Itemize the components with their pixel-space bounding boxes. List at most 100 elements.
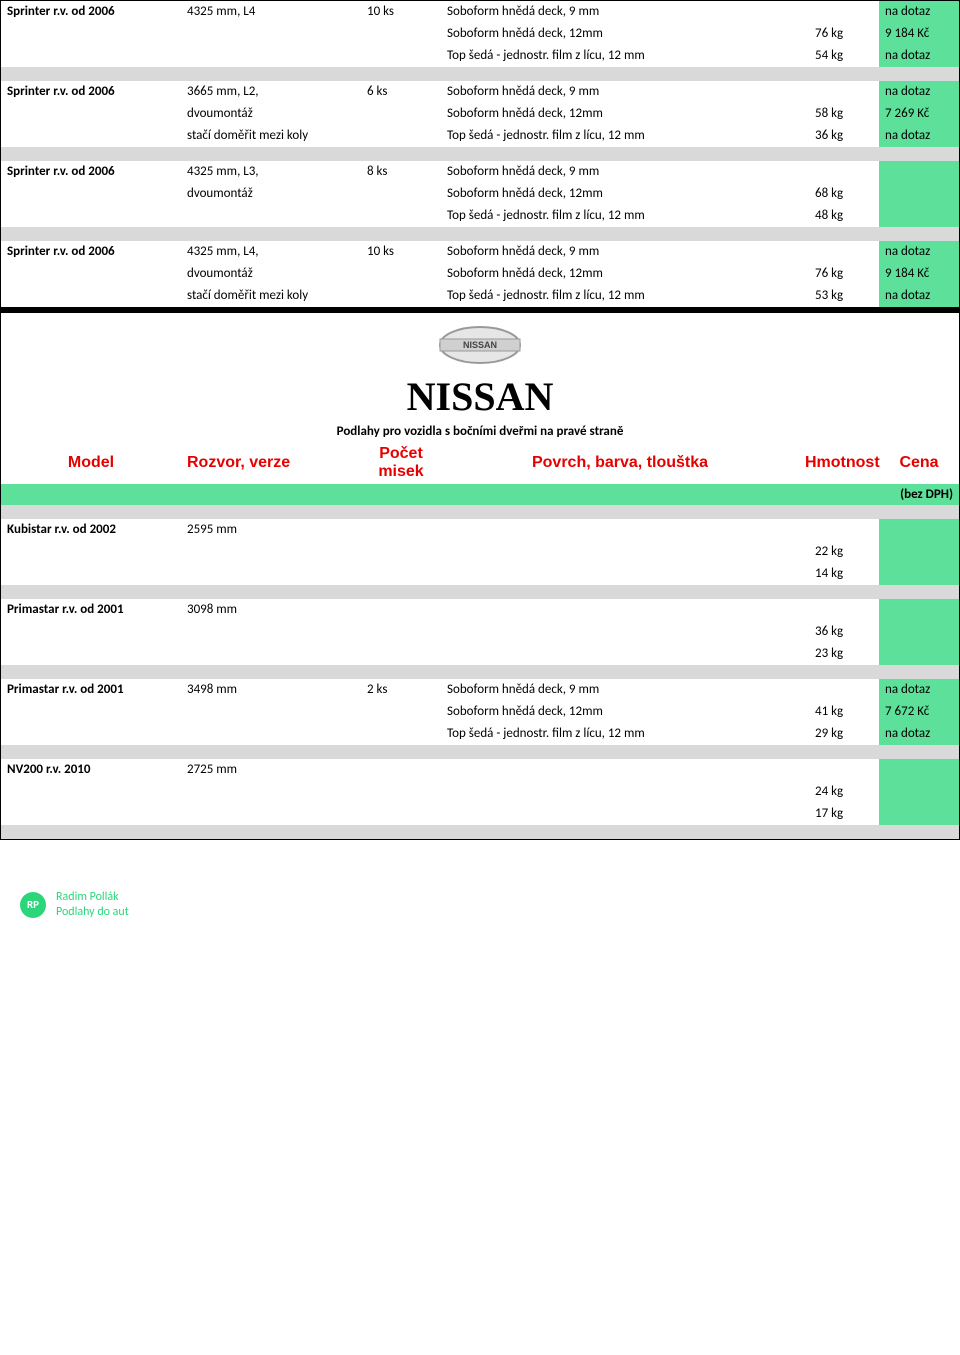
dvoum-cell: [181, 541, 361, 563]
section-table: Primastar r.v. od 20013098 mm36 kg23 kg: [1, 599, 959, 665]
footer-line2: Podlahy do aut: [56, 905, 129, 919]
desc-cell: Soboform hnědá deck, 9 mm: [441, 241, 809, 263]
hdr-pocet1: Počet: [379, 445, 423, 462]
desc-cell: [441, 643, 809, 665]
dvoum-cell: dvoumontáž: [181, 103, 361, 125]
staci-cell: [181, 563, 441, 585]
desc-cell: Soboform hnědá deck, 12mm: [441, 23, 809, 45]
divider-gray: [1, 585, 959, 599]
model-cell: Sprinter r.v. od 2006: [1, 161, 181, 183]
desc-cell: Top šedá - jednostr. film z lícu, 12 mm: [441, 205, 809, 227]
wt-cell: 23 kg: [809, 643, 879, 665]
price-cell: na dotaz: [879, 45, 959, 67]
divider-gray: [1, 67, 959, 81]
wt-cell: 36 kg: [809, 125, 879, 147]
wt-cell: 41 kg: [809, 701, 879, 723]
desc-cell: Soboform hnědá deck, 12mm: [441, 103, 809, 125]
wt-cell: 48 kg: [809, 205, 879, 227]
version-cell: 4325 mm, L3,: [181, 161, 361, 183]
divider-gray: [1, 227, 959, 241]
price-cell: [879, 759, 959, 781]
wt-cell: 14 kg: [809, 563, 879, 585]
wt-cell: 58 kg: [809, 103, 879, 125]
wt-cell: 53 kg: [809, 285, 879, 307]
desc-cell: [441, 781, 809, 803]
hdr-pocet: Počet misek: [361, 441, 441, 484]
section-table: Kubistar r.v. od 20022595 mm22 kg14 kg: [1, 519, 959, 585]
svg-text:NISSAN: NISSAN: [463, 340, 497, 350]
qty-cell: [361, 519, 441, 541]
footer-text: Radim Pollák Podlahy do aut: [56, 890, 129, 919]
price-cell: [879, 621, 959, 643]
divider-gray: [1, 745, 959, 759]
qty-cell: [361, 759, 441, 781]
wt-cell: [809, 679, 879, 701]
price-cell: [879, 803, 959, 825]
desc-cell: [441, 759, 809, 781]
qty-cell: 10 ks: [361, 241, 441, 263]
price-cell: 9 184 Kč: [879, 263, 959, 285]
staci-cell: [181, 803, 441, 825]
version-cell: 3498 mm: [181, 679, 361, 701]
desc-cell: [441, 621, 809, 643]
section-table: Sprinter r.v. od 20064325 mm, L410 ksSob…: [1, 1, 959, 67]
qty-cell: 8 ks: [361, 161, 441, 183]
dvoum-cell: [181, 701, 361, 723]
hdr-hmotnost: Hmotnost: [799, 441, 879, 484]
price-cell: na dotaz: [879, 81, 959, 103]
divider-gray: [1, 825, 959, 839]
price-cell: [879, 563, 959, 585]
hdr-pocet2: misek: [378, 463, 423, 480]
price-cell: [879, 205, 959, 227]
wt-cell: 24 kg: [809, 781, 879, 803]
column-header: Model Rozvor, verze Počet misek Povrch, …: [1, 441, 959, 484]
price-cell: 7 672 Kč: [879, 701, 959, 723]
price-cell: na dotaz: [879, 125, 959, 147]
divider-gray: [1, 505, 959, 519]
desc-cell: [441, 563, 809, 585]
wt-cell: [809, 759, 879, 781]
desc-cell: Soboform hnědá deck, 12mm: [441, 263, 809, 285]
wt-cell: [809, 1, 879, 23]
staci-cell: stačí doměřit mezi koly: [181, 125, 441, 147]
staci-cell: [181, 205, 441, 227]
price-cell: na dotaz: [879, 723, 959, 745]
qty-cell: 6 ks: [361, 81, 441, 103]
section-table: Sprinter r.v. od 20064325 mm, L4,10 ksSo…: [1, 241, 959, 307]
price-cell: [879, 541, 959, 563]
price-cell: 9 184 Kč: [879, 23, 959, 45]
desc-cell: Soboform hnědá deck, 9 mm: [441, 161, 809, 183]
price-cell: na dotaz: [879, 679, 959, 701]
wt-cell: 76 kg: [809, 23, 879, 45]
section-table: NV200 r.v. 20102725 mm24 kg17 kg: [1, 759, 959, 825]
model-cell: Primastar r.v. od 2001: [1, 679, 181, 701]
wt-cell: [809, 241, 879, 263]
desc-cell: Soboform hnědá deck, 9 mm: [441, 81, 809, 103]
staci-cell: stačí doměřit mezi koly: [181, 285, 441, 307]
qty-cell: 10 ks: [361, 1, 441, 23]
dvoum-cell: dvoumontáž: [181, 183, 361, 205]
dvoum-cell: [181, 23, 361, 45]
section-table: Primastar r.v. od 20013498 mm2 ksSobofor…: [1, 679, 959, 745]
desc-cell: Soboform hnědá deck, 12mm: [441, 183, 809, 205]
divider-gray: [1, 665, 959, 679]
brand-name: NISSAN: [1, 373, 959, 420]
model-cell: Kubistar r.v. od 2002: [1, 519, 181, 541]
dvoum-cell: [181, 781, 361, 803]
section-table: Sprinter r.v. od 20064325 mm, L3,8 ksSob…: [1, 161, 959, 227]
price-cell: [879, 643, 959, 665]
bez-dph-label: (bez DPH): [1, 484, 959, 505]
divider-gray: [1, 147, 959, 161]
desc-cell: Top šedá - jednostr. film z lícu, 12 mm: [441, 45, 809, 67]
price-cell: na dotaz: [879, 1, 959, 23]
model-cell: Sprinter r.v. od 2006: [1, 241, 181, 263]
model-cell: NV200 r.v. 2010: [1, 759, 181, 781]
price-cell: [879, 781, 959, 803]
rp-badge-icon: RP: [20, 892, 46, 918]
hdr-rozvor: Rozvor, verze: [181, 441, 361, 484]
desc-cell: [441, 599, 809, 621]
desc-cell: Soboform hnědá deck, 9 mm: [441, 1, 809, 23]
desc-cell: [441, 541, 809, 563]
footer: RP Radim Pollák Podlahy do aut: [0, 880, 960, 929]
staci-cell: [181, 723, 441, 745]
